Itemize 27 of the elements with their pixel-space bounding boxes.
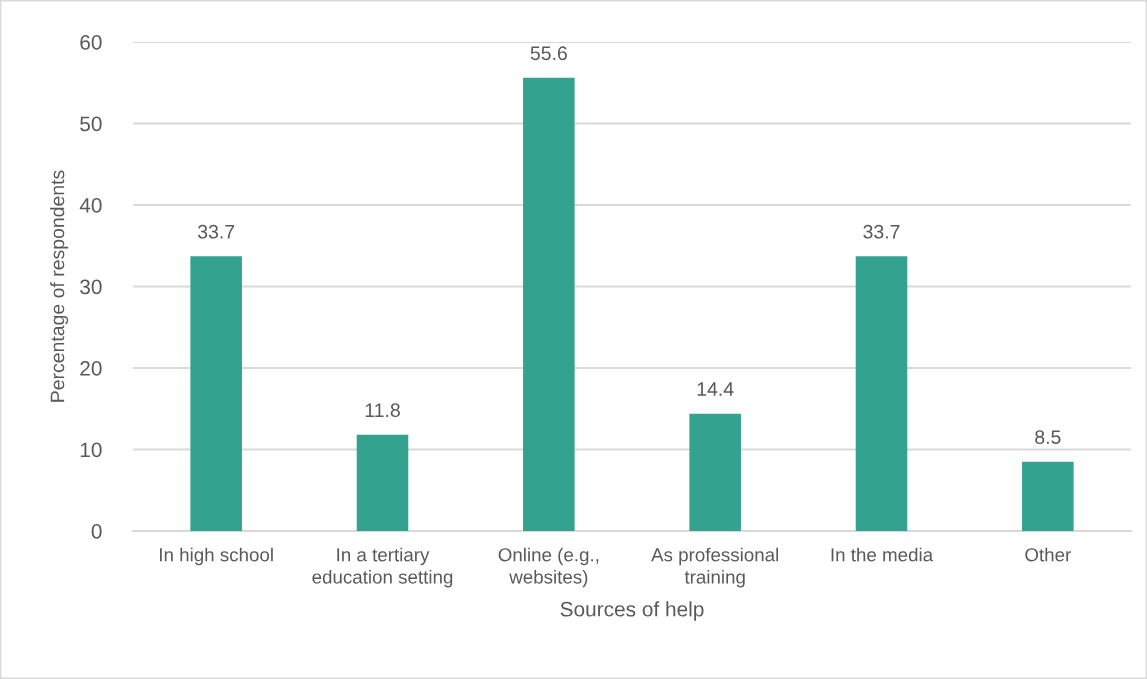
y-tick-label: 20 xyxy=(80,361,102,376)
data-label: 55.6 xyxy=(530,46,567,61)
data-label: 14.4 xyxy=(697,382,734,396)
y-tick-label: 0 xyxy=(91,524,102,539)
bar xyxy=(1022,461,1074,531)
x-tick-label: Online (e.g., websites) xyxy=(498,547,599,588)
y-tick-label: 10 xyxy=(80,442,102,458)
y-tick-label: 30 xyxy=(80,279,102,295)
bar xyxy=(523,77,575,531)
data-label: 11.8 xyxy=(365,403,400,418)
data-label: 8.5 xyxy=(1035,430,1061,444)
y-tick-label: 50 xyxy=(80,116,102,132)
x-tick-label: As professional training xyxy=(651,547,779,588)
y-tick-label: 40 xyxy=(79,198,102,213)
x-tick-label: In high school xyxy=(160,547,273,566)
x-tick-label: In a tertiary education setting xyxy=(312,547,453,588)
y-axis-title: Percentage of respondents xyxy=(50,170,69,402)
x-tick-label: Other xyxy=(1025,547,1071,562)
bar xyxy=(689,413,741,531)
bar xyxy=(356,434,409,531)
x-axis-title: Sources of help xyxy=(560,601,704,621)
bar xyxy=(855,256,908,531)
data-label: 33.7 xyxy=(197,224,235,239)
y-tick-label: 60 xyxy=(80,35,102,50)
x-tick-label: In the media xyxy=(831,547,934,562)
bar xyxy=(190,256,242,531)
data-label: 33.7 xyxy=(863,224,900,239)
